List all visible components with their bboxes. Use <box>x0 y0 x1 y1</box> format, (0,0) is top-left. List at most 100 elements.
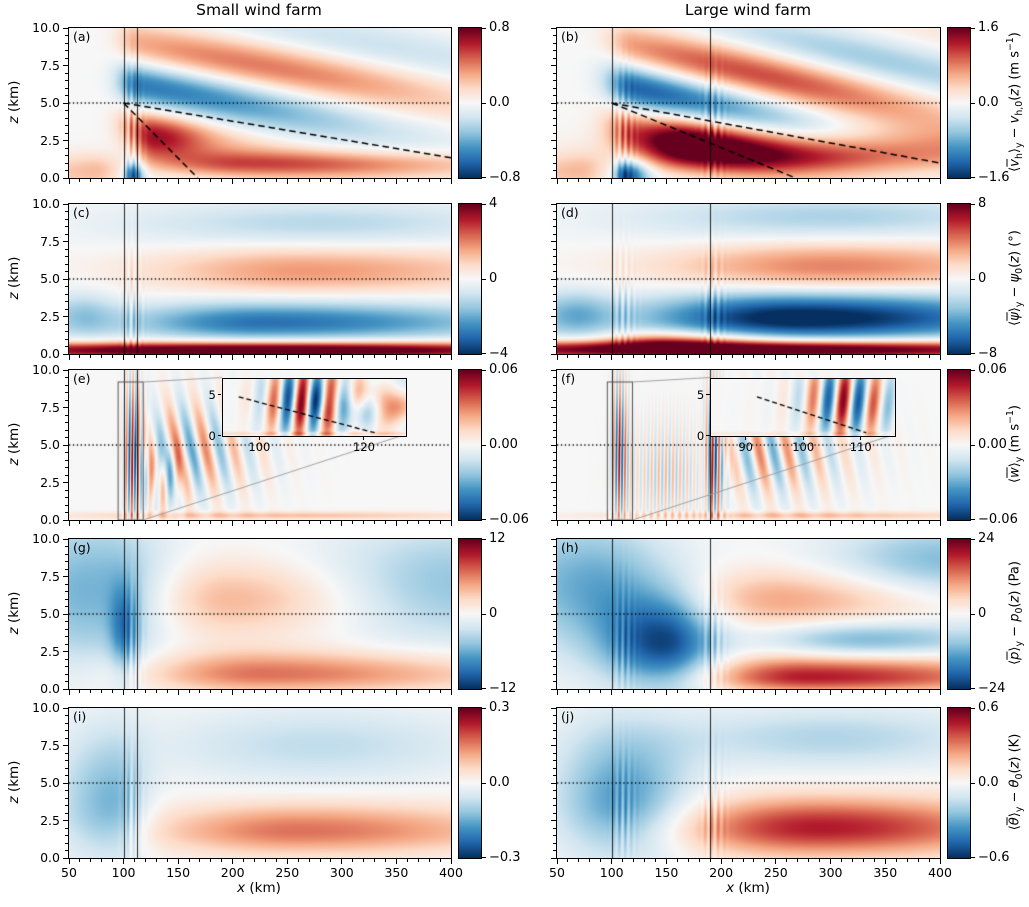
colorbar-tick <box>971 353 975 354</box>
inset-e: 100 120 5 0 <box>208 377 407 454</box>
z-minor-tick <box>553 110 556 111</box>
colorbar-tick-label: 0.06 <box>978 362 1007 377</box>
x-minor-tick <box>385 859 386 862</box>
z-minor-tick <box>65 452 68 453</box>
z-minor-tick <box>65 752 68 754</box>
z-major-tick <box>63 519 68 521</box>
z-major-tick <box>63 241 68 242</box>
z-minor-tick <box>553 546 556 547</box>
z-minor-tick <box>553 842 556 844</box>
z-major-tick <box>63 407 68 408</box>
x-minor-tick <box>406 859 408 862</box>
z-minor-tick <box>553 147 556 149</box>
x-minor-tick <box>742 521 744 524</box>
z-major-tick <box>551 820 556 821</box>
z-minor-tick <box>65 271 68 272</box>
x-minor-tick <box>786 690 788 693</box>
x-tick-label: 50 <box>549 865 565 880</box>
z-minor-tick <box>65 722 68 724</box>
x-minor-tick <box>264 355 266 358</box>
x-minor-tick <box>797 179 799 182</box>
x-minor-tick <box>385 355 386 358</box>
x-major-tick <box>556 859 558 864</box>
x-minor-tick <box>654 690 656 693</box>
z-minor-tick <box>553 767 556 769</box>
z-minor-tick <box>553 263 556 265</box>
panel-label-b: (b) <box>561 29 579 44</box>
z-minor-tick <box>65 437 68 438</box>
z-minor-tick <box>65 643 68 645</box>
x-minor-tick <box>731 859 733 862</box>
x-minor-tick <box>709 355 711 358</box>
panel-b: (b) <box>551 27 941 184</box>
x-minor-tick <box>819 690 821 693</box>
z-minor-tick <box>65 80 68 81</box>
x-tick-label: 100 <box>599 865 624 880</box>
x-tick-label: 150 <box>166 865 191 880</box>
colorbar-row4-col0: 0.3 0.0 −0.3 <box>458 700 521 865</box>
colorbar-row0-col0: 0.8 0.0 −0.8 <box>458 20 521 185</box>
x-minor-tick <box>841 859 842 862</box>
x-minor-tick <box>698 690 700 693</box>
z-tick-label: 2.5 <box>40 474 60 490</box>
x-minor-tick <box>622 690 624 693</box>
colorbar-tick-label: 0 <box>489 271 498 286</box>
x-major-tick <box>395 690 397 695</box>
z-tick-label: 7.5 <box>40 399 60 415</box>
z-tick-label: 7.5 <box>40 737 60 753</box>
z-minor-tick <box>65 583 68 585</box>
x-minor-tick <box>742 859 744 862</box>
z-minor-tick <box>65 621 68 622</box>
x-minor-tick <box>221 179 223 182</box>
x-minor-tick <box>797 690 799 693</box>
x-major-tick <box>177 859 179 864</box>
x-minor-tick <box>297 859 299 862</box>
x-minor-tick <box>264 690 266 693</box>
z-minor-tick <box>65 681 68 682</box>
z-minor-tick <box>65 301 68 302</box>
x-minor-tick <box>417 179 419 182</box>
x-tick-label: 100 <box>111 865 136 880</box>
z-minor-tick <box>553 338 556 340</box>
z-minor-tick <box>553 452 556 453</box>
x-minor-tick <box>112 859 114 862</box>
z-minor-tick <box>65 162 68 164</box>
z-tick-label: 7.5 <box>40 57 60 73</box>
x-minor-tick <box>144 355 146 358</box>
z-minor-tick <box>65 392 68 393</box>
z-minor-tick <box>65 561 68 562</box>
x-minor-tick <box>133 521 135 524</box>
x-minor-tick <box>862 179 864 182</box>
x-minor-tick <box>644 859 646 862</box>
z-major-tick <box>551 444 556 446</box>
x-minor-tick <box>330 690 332 693</box>
z-major-tick <box>63 820 68 821</box>
colorbar-canvas-row1-col0 <box>459 204 481 354</box>
x-major-tick <box>665 179 667 184</box>
x-minor-tick <box>374 521 376 524</box>
x-minor-tick <box>687 690 689 693</box>
x-minor-tick <box>731 521 733 524</box>
z-minor-tick <box>65 132 68 134</box>
x-minor-tick <box>676 521 678 524</box>
x-minor-tick <box>352 179 354 182</box>
x-minor-tick <box>319 179 321 182</box>
z-minor-tick <box>65 775 68 776</box>
x-major-tick <box>556 355 558 360</box>
x-minor-tick <box>764 179 766 182</box>
x-minor-tick <box>906 179 908 182</box>
panel-label-f: (f) <box>561 371 576 386</box>
x-minor-tick <box>862 690 864 693</box>
x-minor-tick <box>363 355 365 358</box>
x-minor-tick <box>687 521 689 524</box>
x-major-tick <box>395 179 397 184</box>
colorbar-row4-col1: 0.6 0.0 −0.6 <box>947 700 1010 865</box>
inset-z-tick <box>217 394 222 396</box>
x-major-tick <box>177 355 179 360</box>
x-major-tick <box>232 859 234 864</box>
z-minor-tick <box>553 606 556 607</box>
x-minor-tick <box>188 690 190 693</box>
x-minor-tick <box>155 179 157 182</box>
z-minor-tick <box>65 57 68 59</box>
x-major-tick <box>884 179 886 184</box>
